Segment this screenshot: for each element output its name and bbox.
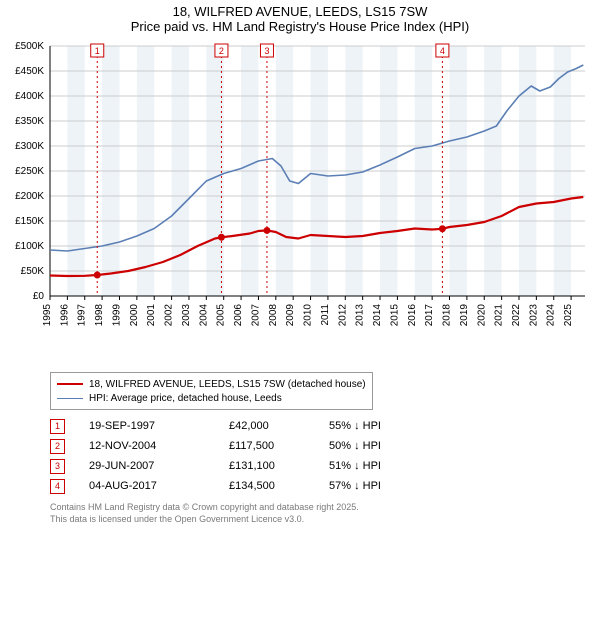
chart-svg: £0 £50K £100K £150K £200K £250K £300K £350K £400… (5, 36, 595, 366)
sale-marker-icon: 2 (50, 439, 65, 454)
footer-line1: Contains HM Land Registry data © Crown c… (50, 502, 600, 514)
sales-row: 3 29-JUN-2007 £131,100 51% ↓ HPI (50, 456, 600, 476)
legend: 18, WILFRED AVENUE, LEEDS, LS15 7SW (det… (50, 372, 373, 410)
svg-text:2013: 2013 (355, 304, 366, 327)
svg-text:1: 1 (95, 46, 100, 56)
svg-text:1999: 1999 (111, 304, 122, 327)
footer: Contains HM Land Registry data © Crown c… (50, 502, 600, 525)
svg-text:2012: 2012 (337, 304, 348, 327)
svg-text:£250K: £250K (15, 166, 44, 177)
sale-pct: 51% ↓ HPI (329, 460, 429, 472)
svg-text:£350K: £350K (15, 116, 44, 127)
svg-text:£300K: £300K (15, 141, 44, 152)
sales-row: 2 12-NOV-2004 £117,500 50% ↓ HPI (50, 436, 600, 456)
footer-line2: This data is licensed under the Open Gov… (50, 514, 600, 526)
legend-swatch (57, 398, 83, 399)
svg-text:2006: 2006 (233, 304, 244, 327)
svg-text:3: 3 (264, 46, 269, 56)
svg-text:£150K: £150K (15, 216, 44, 227)
legend-label: HPI: Average price, detached house, Leed… (89, 393, 282, 404)
svg-text:2003: 2003 (181, 304, 192, 327)
svg-text:1997: 1997 (77, 304, 88, 327)
svg-text:2020: 2020 (476, 304, 487, 327)
svg-text:2004: 2004 (198, 304, 209, 327)
legend-swatch (57, 383, 83, 385)
sale-date: 19-SEP-1997 (89, 420, 229, 432)
svg-text:2008: 2008 (268, 304, 279, 327)
chart-container: 18, WILFRED AVENUE, LEEDS, LS15 7SW Pric… (0, 0, 600, 525)
svg-text:2: 2 (219, 46, 224, 56)
svg-text:£450K: £450K (15, 66, 44, 77)
svg-text:1996: 1996 (59, 304, 70, 327)
sale-date: 12-NOV-2004 (89, 440, 229, 452)
title-block: 18, WILFRED AVENUE, LEEDS, LS15 7SW Pric… (0, 0, 600, 36)
sale-date: 04-AUG-2017 (89, 480, 229, 492)
sale-marker-icon: 4 (50, 479, 65, 494)
sale-price: £117,500 (229, 440, 329, 452)
sale-pct: 57% ↓ HPI (329, 480, 429, 492)
sale-pct: 50% ↓ HPI (329, 440, 429, 452)
sale-price: £131,100 (229, 460, 329, 472)
legend-item: HPI: Average price, detached house, Leed… (57, 391, 366, 405)
sale-price: £134,500 (229, 480, 329, 492)
svg-text:2016: 2016 (407, 304, 418, 327)
sale-marker-icon: 3 (50, 459, 65, 474)
svg-text:£500K: £500K (15, 41, 44, 52)
sale-pct: 55% ↓ HPI (329, 420, 429, 432)
svg-text:2021: 2021 (494, 304, 505, 327)
title-line2: Price paid vs. HM Land Registry's House … (0, 19, 600, 34)
sales-row: 1 19-SEP-1997 £42,000 55% ↓ HPI (50, 416, 600, 436)
svg-text:2014: 2014 (372, 304, 383, 327)
svg-text:2015: 2015 (389, 304, 400, 327)
svg-text:2025: 2025 (563, 304, 574, 327)
svg-text:1995: 1995 (42, 304, 53, 327)
svg-text:2011: 2011 (320, 304, 331, 326)
svg-text:£0: £0 (33, 291, 45, 302)
sale-date: 29-JUN-2007 (89, 460, 229, 472)
svg-text:1998: 1998 (94, 304, 105, 327)
line-chart: £0 £50K £100K £150K £200K £250K £300K £350K £400… (5, 36, 595, 366)
svg-text:2000: 2000 (129, 304, 140, 327)
svg-text:2017: 2017 (424, 304, 435, 327)
sales-table: 1 19-SEP-1997 £42,000 55% ↓ HPI 2 12-NOV… (50, 416, 600, 496)
legend-label: 18, WILFRED AVENUE, LEEDS, LS15 7SW (det… (89, 379, 366, 390)
svg-text:£50K: £50K (21, 266, 45, 277)
svg-text:2007: 2007 (250, 304, 261, 327)
legend-item: 18, WILFRED AVENUE, LEEDS, LS15 7SW (det… (57, 377, 366, 391)
sales-row: 4 04-AUG-2017 £134,500 57% ↓ HPI (50, 476, 600, 496)
svg-text:2022: 2022 (511, 304, 522, 327)
sale-marker-icon: 1 (50, 419, 65, 434)
svg-text:2009: 2009 (285, 304, 296, 327)
sale-price: £42,000 (229, 420, 329, 432)
svg-text:2018: 2018 (442, 304, 453, 327)
svg-text:2023: 2023 (528, 304, 539, 327)
title-line1: 18, WILFRED AVENUE, LEEDS, LS15 7SW (0, 4, 600, 19)
svg-text:2024: 2024 (546, 304, 557, 327)
svg-text:2005: 2005 (216, 304, 227, 327)
svg-text:£100K: £100K (15, 241, 44, 252)
svg-text:£400K: £400K (15, 91, 44, 102)
svg-text:2019: 2019 (459, 304, 470, 327)
svg-text:2010: 2010 (303, 304, 314, 327)
svg-text:4: 4 (440, 46, 445, 56)
svg-text:£200K: £200K (15, 191, 44, 202)
svg-text:2001: 2001 (146, 304, 157, 327)
svg-text:2002: 2002 (164, 304, 175, 327)
